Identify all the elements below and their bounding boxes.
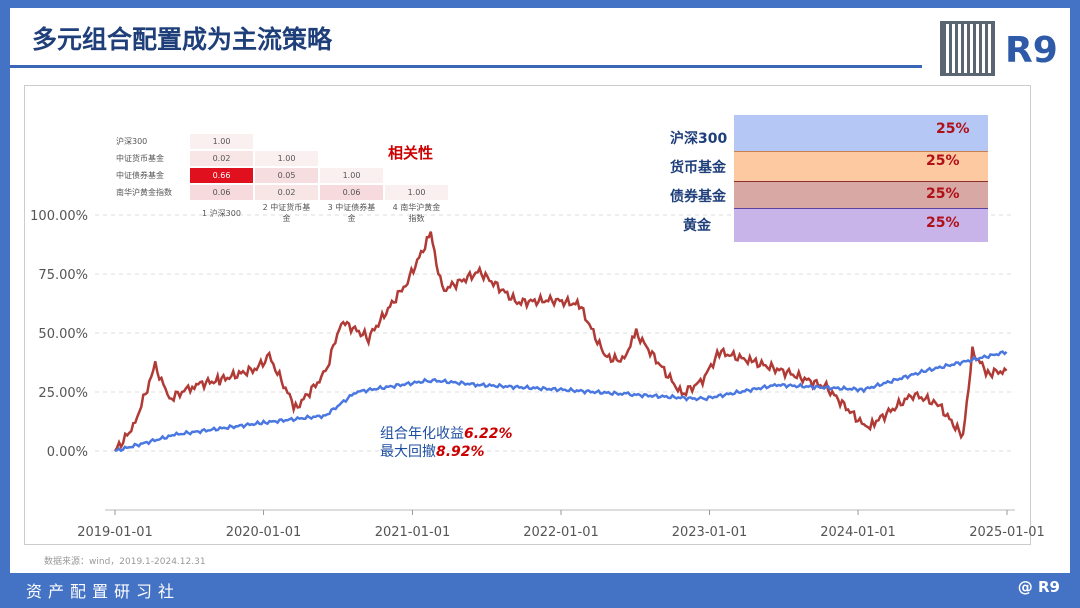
alloc-label: 债券基金 xyxy=(670,189,726,205)
x-tick-label: 2024-01-01 xyxy=(820,525,896,540)
col-label: 3 中证债券基金 xyxy=(327,203,376,223)
correlation-cell: 0.05 xyxy=(255,168,318,183)
drawdown-value: 8.92% xyxy=(436,444,485,460)
page-title: 多元组合配置成为主流策略 xyxy=(32,25,333,54)
correlation-cell: 1.00 xyxy=(255,151,318,166)
alloc-weight: 25% xyxy=(936,121,970,137)
correlation-cell: 1.00 xyxy=(190,134,253,149)
correlation-cell: 0.06 xyxy=(320,185,383,200)
row-label: 沪深300 xyxy=(116,137,148,146)
series-line-2 xyxy=(114,350,1008,453)
correlation-cell: 0.66 xyxy=(190,168,253,183)
correlation-title: 相关性 xyxy=(388,144,434,162)
row-label: 南华沪黄金指数 xyxy=(116,188,172,197)
correlation-row: 中证货币基金 0.02 1.00 xyxy=(112,151,448,166)
correlation-row: 中证债券基金 0.66 0.05 1.00 xyxy=(112,168,448,183)
slide: 多元组合配置成为主流策略 R9 数据来源：wind，2019.1-2024.12… xyxy=(10,8,1070,573)
allocation-band xyxy=(734,151,988,181)
y-tick-label: 25.00% xyxy=(38,386,88,401)
correlation-cell: 1.00 xyxy=(320,168,383,183)
col-label: 2 中证货币基金 xyxy=(262,203,311,223)
row-label: 中证货币基金 xyxy=(116,154,164,163)
logo: R9 xyxy=(1005,30,1058,71)
y-tick-label: 100.00% xyxy=(30,209,88,224)
data-source: 数据来源：wind，2019.1-2024.12.31 xyxy=(44,557,206,567)
chart-panel xyxy=(24,85,1031,545)
x-tick-label: 2023-01-01 xyxy=(672,525,748,540)
alloc-label: 货币基金 xyxy=(670,160,726,176)
return-value: 6.22% xyxy=(464,426,513,442)
footer-handle: @ R9 xyxy=(1017,578,1060,596)
x-tick-label: 2019-01-01 xyxy=(77,525,153,540)
alloc-weight: 25% xyxy=(926,215,960,231)
y-tick-label: 75.00% xyxy=(38,268,88,283)
x-tick-label: 2021-01-01 xyxy=(375,525,451,540)
correlation-cell: 0.02 xyxy=(190,151,253,166)
col-label: 1 沪深300 xyxy=(202,208,241,218)
annotation: 组合年化收益6.22% 最大回撤8.92% xyxy=(380,425,513,461)
row-label: 中证债券基金 xyxy=(116,171,164,180)
alloc-label: 黄金 xyxy=(683,218,711,234)
footer-brand: 资产配置研习社 xyxy=(26,582,181,601)
y-tick-label: 50.00% xyxy=(38,327,88,342)
correlation-row: 南华沪黄金指数 0.06 0.02 0.06 1.00 xyxy=(112,185,448,200)
correlation-cell: 1.00 xyxy=(385,185,448,200)
correlation-cell: 0.02 xyxy=(255,185,318,200)
title-divider xyxy=(10,65,922,68)
correlation-cell: 0.06 xyxy=(190,185,253,200)
correlation-table: 沪深300 1.00 中证货币基金 0.02 1.00 中证债券基金 0.66 0.05 1.0… xyxy=(110,132,450,226)
correlation-cell xyxy=(385,168,448,183)
alloc-weight: 25% xyxy=(926,153,960,169)
allocation-band xyxy=(734,181,988,208)
y-tick-label: 0.00% xyxy=(47,445,88,460)
x-tick-label: 2025-01-01 xyxy=(969,525,1045,540)
alloc-label: 沪深300 xyxy=(670,131,728,147)
series-line-1 xyxy=(113,231,1008,452)
return-label: 组合年化收益 xyxy=(380,426,464,442)
drawdown-label: 最大回撤 xyxy=(380,444,436,460)
correlation-cell xyxy=(255,134,318,149)
allocation-area-chart xyxy=(734,115,988,242)
col-label: 4 南华沪黄金指数 xyxy=(392,203,441,223)
correlation-cell xyxy=(320,151,383,166)
allocation-band xyxy=(734,208,988,242)
x-tick-label: 2022-01-01 xyxy=(523,525,599,540)
x-tick-label: 2020-01-01 xyxy=(226,525,302,540)
correlation-row: 沪深300 1.00 xyxy=(112,134,448,149)
correlation-cell xyxy=(320,134,383,149)
alloc-weight: 25% xyxy=(926,186,960,202)
qr-code xyxy=(940,21,995,76)
allocation-band xyxy=(734,115,988,151)
